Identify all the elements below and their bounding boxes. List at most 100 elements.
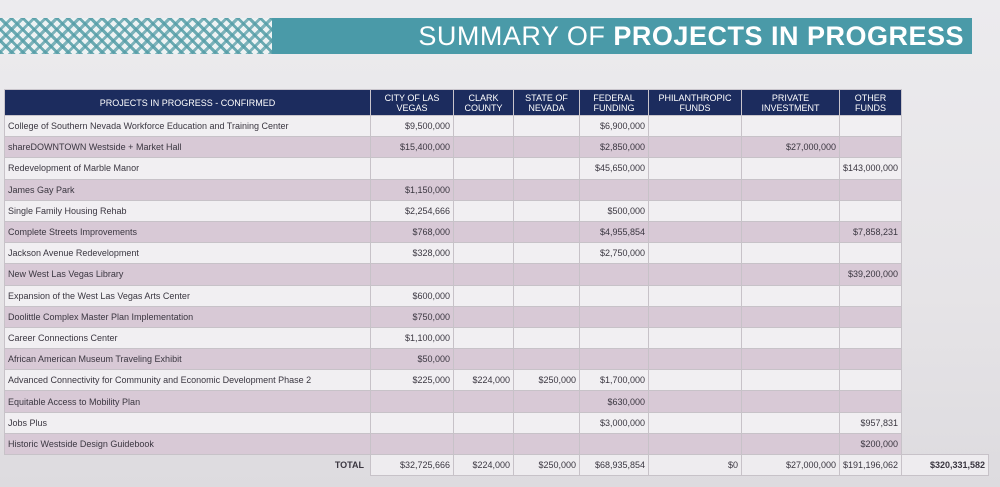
table-row: Equitable Access to Mobility Plan $630,00… <box>4 390 989 413</box>
amount-cell <box>579 348 649 371</box>
amount-cell <box>741 220 840 244</box>
amount-cell <box>648 157 742 180</box>
amount-cell: $750,000 <box>370 305 454 328</box>
table-row: shareDOWNTOWN Westside + Market Hall $15,… <box>4 136 989 159</box>
amount-cell <box>453 114 514 138</box>
project-name-cell: Complete Streets Improvements <box>4 220 371 244</box>
amount-cell <box>838 114 903 138</box>
table-row: Doolittle Complex Master Plan Implementa… <box>4 305 989 328</box>
amount-cell: $1,700,000 <box>579 369 649 392</box>
amount-cell: $200,000 <box>838 432 903 456</box>
column-header: CLARK COUNTY <box>453 89 514 116</box>
amount-cell: $50,000 <box>370 348 454 371</box>
row-spacer <box>902 116 989 137</box>
amount-cell <box>648 199 742 222</box>
table-row: Expansion of the West Las Vegas Arts Cen… <box>4 284 989 307</box>
amount-cell: $224,000 <box>453 369 514 392</box>
amount-cell: $1,150,000 <box>370 178 454 201</box>
amount-cell: $7,858,231 <box>838 220 903 244</box>
project-name-cell: shareDOWNTOWN Westside + Market Hall <box>4 136 371 159</box>
amount-cell <box>453 242 514 265</box>
total-amount-cell: $224,000 <box>453 453 514 477</box>
amount-cell <box>513 390 580 413</box>
project-name-cell: James Gay Park <box>4 178 371 201</box>
amount-cell: $328,000 <box>370 242 454 265</box>
row-spacer <box>902 137 989 158</box>
amount-cell <box>838 284 903 307</box>
amount-cell <box>370 263 454 286</box>
amount-cell: $225,000 <box>370 369 454 392</box>
amount-cell <box>648 114 742 138</box>
amount-cell <box>741 348 840 371</box>
project-name-cell: Advanced Connectivity for Community and … <box>4 369 371 392</box>
amount-cell <box>741 114 840 138</box>
amount-cell <box>741 432 840 456</box>
amount-cell <box>648 326 742 350</box>
amount-cell <box>741 411 840 434</box>
amount-cell <box>648 220 742 244</box>
amount-cell <box>453 263 514 286</box>
row-spacer <box>902 264 989 285</box>
amount-cell <box>741 326 840 350</box>
project-name-cell: New West Las Vegas Library <box>4 263 371 286</box>
amount-cell <box>648 242 742 265</box>
amount-cell: $143,000,000 <box>838 157 903 180</box>
amount-cell <box>453 305 514 328</box>
table-row: College of Southern Nevada Workforce Edu… <box>4 114 989 138</box>
amount-cell <box>513 284 580 307</box>
title-light: SUMMARY OF <box>418 20 606 51</box>
table-row: African American Museum Traveling Exhibi… <box>4 348 989 371</box>
amount-cell <box>741 178 840 201</box>
amount-cell <box>648 284 742 307</box>
table-row: Advanced Connectivity for Community and … <box>4 369 989 392</box>
row-spacer <box>902 306 989 327</box>
amount-cell <box>741 390 840 413</box>
table-row: New West Las Vegas Library $39,200,000 <box>4 263 989 286</box>
column-header: STATE OF NEVADA <box>513 89 580 116</box>
amount-cell <box>838 136 903 159</box>
amount-cell <box>513 136 580 159</box>
total-amount-cell: $68,935,854 <box>579 453 649 477</box>
amount-cell <box>453 220 514 244</box>
amount-cell <box>741 157 840 180</box>
row-spacer <box>902 221 989 242</box>
project-name-cell: Doolittle Complex Master Plan Implementa… <box>4 305 371 328</box>
amount-cell <box>579 284 649 307</box>
amount-cell <box>453 199 514 222</box>
amount-cell <box>453 178 514 201</box>
page-title: SUMMARY OF PROJECTS IN PROGRESS <box>272 18 972 54</box>
amount-cell <box>513 432 580 456</box>
column-header: PROJECTS IN PROGRESS - CONFIRMED <box>4 89 371 116</box>
total-amount-cell: $32,725,666 <box>370 453 454 477</box>
amount-cell <box>648 263 742 286</box>
amount-cell <box>741 242 840 265</box>
row-spacer <box>902 285 989 306</box>
amount-cell: $957,831 <box>838 411 903 434</box>
grand-total-cell: $320,331,582 <box>901 453 990 477</box>
amount-cell <box>648 136 742 159</box>
amount-cell: $9,500,000 <box>370 114 454 138</box>
amount-cell <box>513 348 580 371</box>
table-row: Redevelopment of Marble Manor $45,650,000… <box>4 157 989 180</box>
column-header: CITY OF LAS VEGAS <box>370 89 454 116</box>
row-spacer <box>902 433 989 454</box>
row-spacer <box>902 243 989 264</box>
amount-cell <box>579 178 649 201</box>
table-row: Jobs Plus $3,000,000 $957,831 <box>4 411 989 434</box>
project-name-cell: Single Family Housing Rehab <box>4 199 371 222</box>
amount-cell <box>513 263 580 286</box>
amount-cell <box>453 390 514 413</box>
table-body: College of Southern Nevada Workforce Edu… <box>4 114 990 477</box>
total-amount-cell: $191,196,062 <box>838 453 903 477</box>
amount-cell: $4,955,854 <box>579 220 649 244</box>
amount-cell <box>741 284 840 307</box>
amount-cell <box>513 220 580 244</box>
amount-cell <box>579 326 649 350</box>
amount-cell: $600,000 <box>370 284 454 307</box>
amount-cell <box>513 326 580 350</box>
row-spacer <box>902 412 989 433</box>
amount-cell: $500,000 <box>579 199 649 222</box>
amount-cell: $2,750,000 <box>579 242 649 265</box>
amount-cell <box>579 305 649 328</box>
amount-cell <box>453 284 514 307</box>
